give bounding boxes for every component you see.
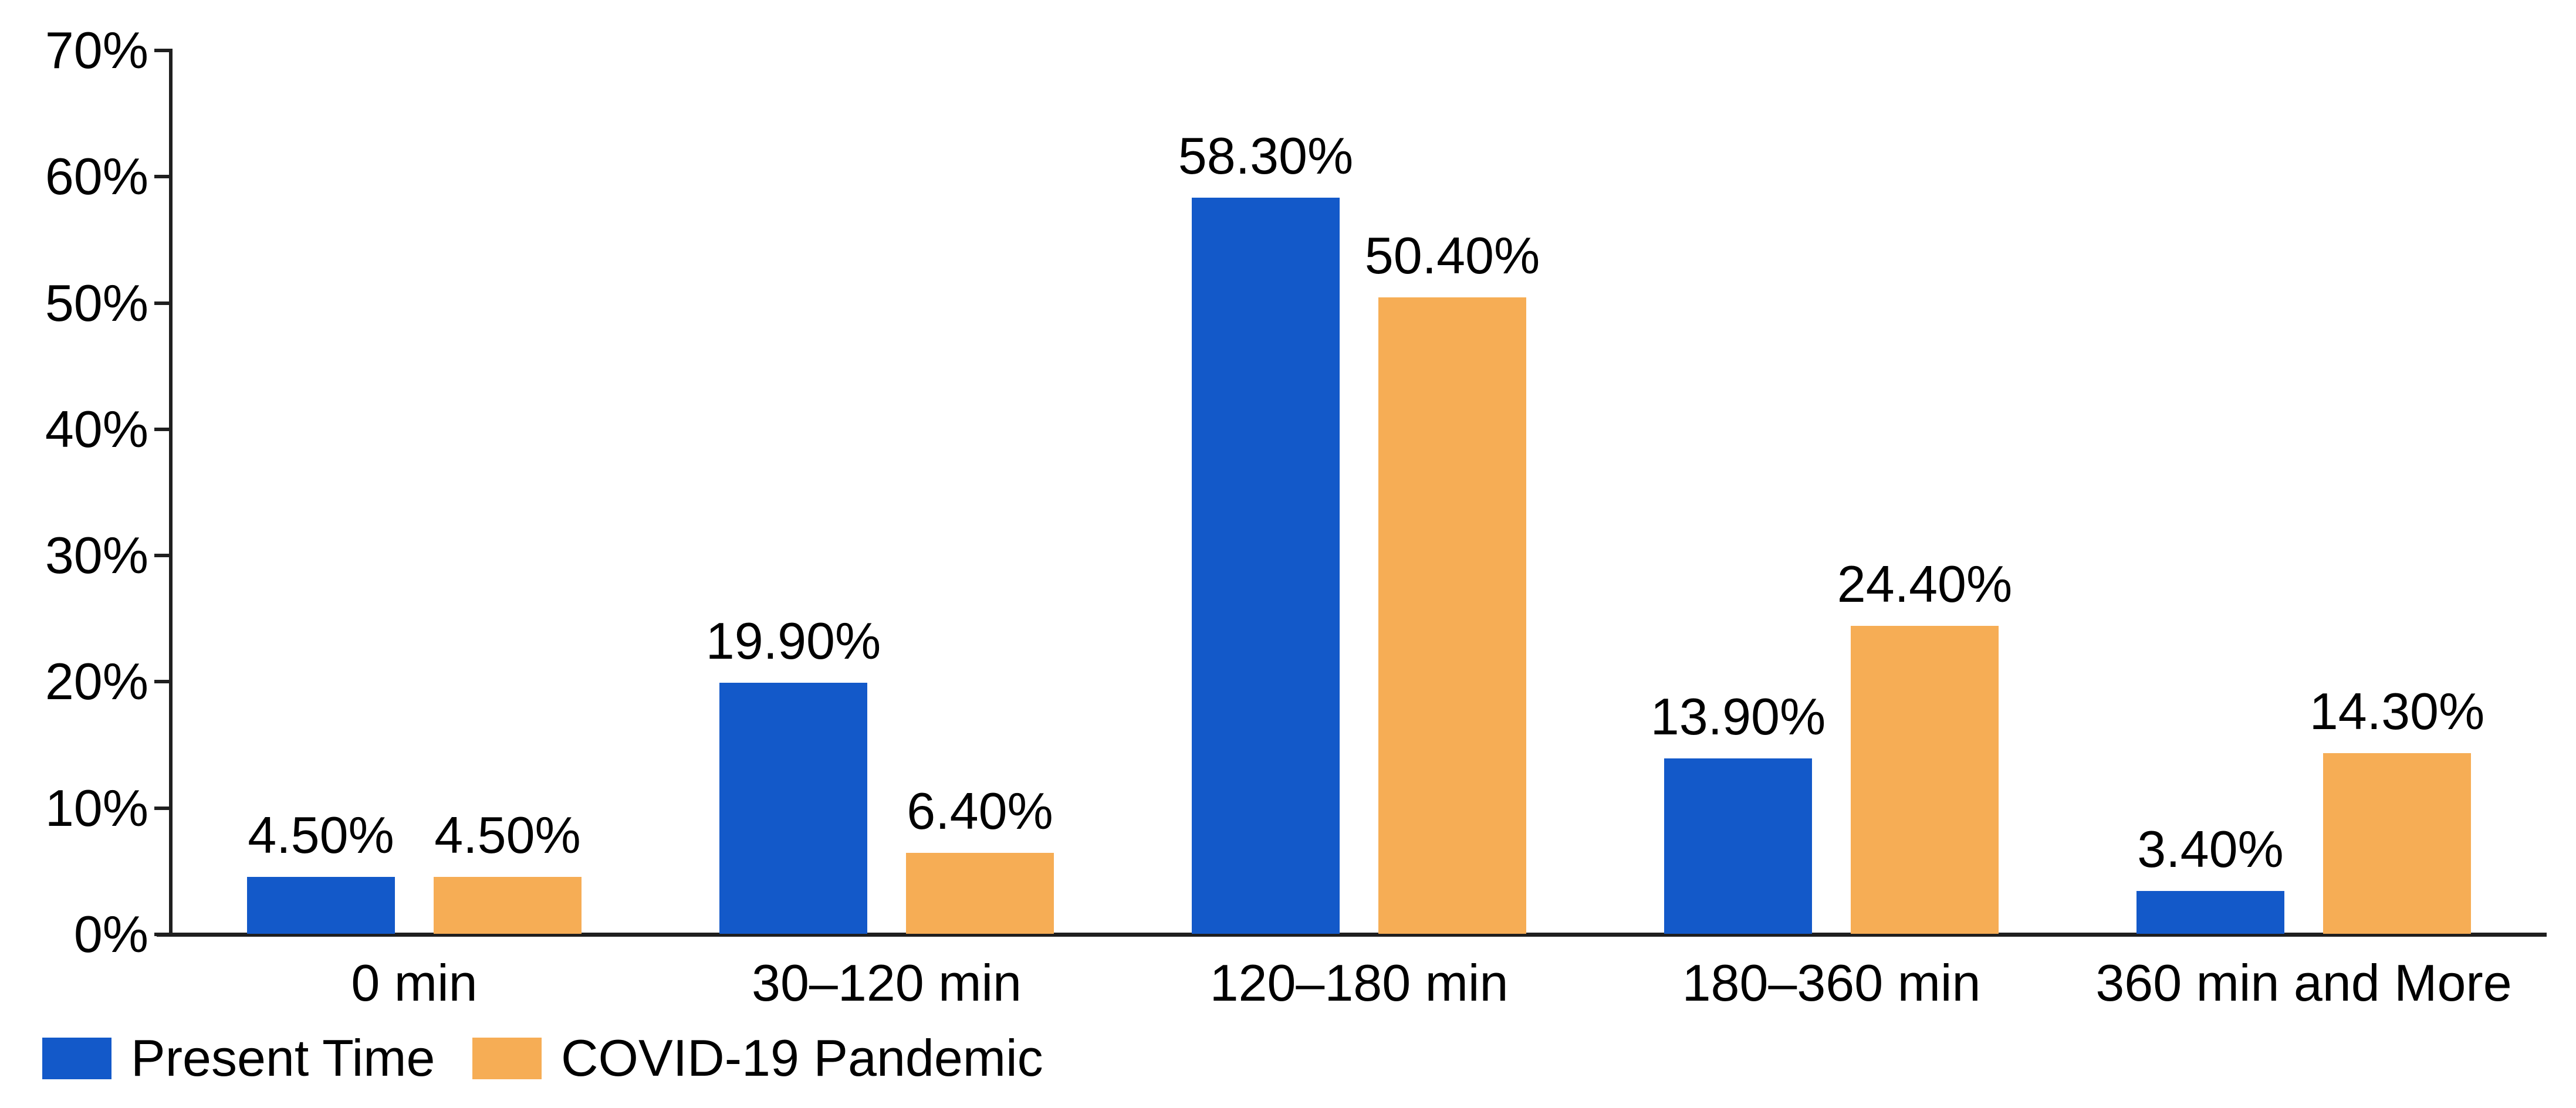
y-tick-20	[154, 680, 170, 684]
category-label-30-120-min: 30–120 min	[752, 954, 1022, 1012]
y-axis-line	[169, 49, 173, 936]
legend-swatch-covid-19-pandemic	[472, 1037, 542, 1079]
bar-covid-19-pandemic-120-180-min	[1378, 297, 1526, 934]
bar-present-time-180-360-min	[1664, 758, 1812, 934]
bar-covid-19-pandemic-0-min	[434, 877, 582, 934]
bar-value-label-present-time-0-min: 4.50%	[248, 806, 394, 865]
legend-label-present-time: Present Time	[131, 1029, 435, 1087]
legend: Present Time COVID-19 Pandemic	[0, 1023, 2576, 1093]
bar-present-time-120-180-min	[1192, 197, 1340, 934]
x-axis-line	[157, 933, 2547, 937]
y-tick-30	[154, 554, 170, 558]
y-tick-label-20: 20%	[45, 652, 148, 711]
y-tick-label-70: 70%	[45, 21, 148, 79]
category-label-360-min-and-more: 360 min and More	[2095, 954, 2512, 1012]
bar-covid-19-pandemic-360-min-and-more	[2323, 753, 2471, 934]
category-label-0-min: 0 min	[351, 954, 478, 1012]
legend-label-covid-19-pandemic: COVID-19 Pandemic	[561, 1029, 1043, 1087]
y-tick-10	[154, 806, 170, 810]
bar-present-time-30-120-min	[719, 682, 867, 934]
bar-value-label-covid-19-pandemic-120-180-min: 50.40%	[1364, 226, 1540, 284]
category-label-180-360-min: 180–360 min	[1682, 954, 1981, 1012]
bar-value-label-covid-19-pandemic-0-min: 4.50%	[434, 806, 581, 865]
bar-value-label-covid-19-pandemic-180-360-min: 24.40%	[1837, 554, 2013, 613]
y-tick-label-50: 50%	[45, 273, 148, 332]
y-tick-label-10: 10%	[45, 778, 148, 837]
bar-value-label-present-time-180-360-min: 13.90%	[1650, 687, 1826, 746]
bar-present-time-0-min	[247, 877, 395, 934]
bar-covid-19-pandemic-180-360-min	[1851, 625, 1999, 934]
y-tick-60	[154, 175, 170, 179]
y-tick-label-60: 60%	[45, 147, 148, 206]
category-label-120-180-min: 120–180 min	[1209, 954, 1509, 1012]
legend-swatch-present-time	[42, 1037, 111, 1079]
y-tick-label-0: 0%	[73, 905, 148, 963]
y-tick-40	[154, 427, 170, 431]
y-tick-0	[154, 933, 170, 936]
y-tick-label-30: 30%	[45, 526, 148, 585]
y-tick-50	[154, 301, 170, 305]
bar-value-label-present-time-360-min-and-more: 3.40%	[2137, 819, 2284, 878]
bar-covid-19-pandemic-30-120-min	[906, 853, 1054, 934]
bar-value-label-covid-19-pandemic-360-min-and-more: 14.30%	[2309, 682, 2485, 741]
legend-item-covid-19-pandemic: COVID-19 Pandemic	[472, 1031, 1043, 1085]
bar-value-label-present-time-120-180-min: 58.30%	[1178, 126, 1354, 185]
y-tick-70	[154, 48, 170, 52]
bar-value-label-present-time-30-120-min: 19.90%	[705, 611, 881, 670]
bar-value-label-covid-19-pandemic-30-120-min: 6.40%	[907, 782, 1053, 841]
bar-present-time-360-min-and-more	[2136, 890, 2284, 934]
y-tick-label-40: 40%	[45, 399, 148, 458]
legend-item-present-time: Present Time	[42, 1031, 435, 1085]
